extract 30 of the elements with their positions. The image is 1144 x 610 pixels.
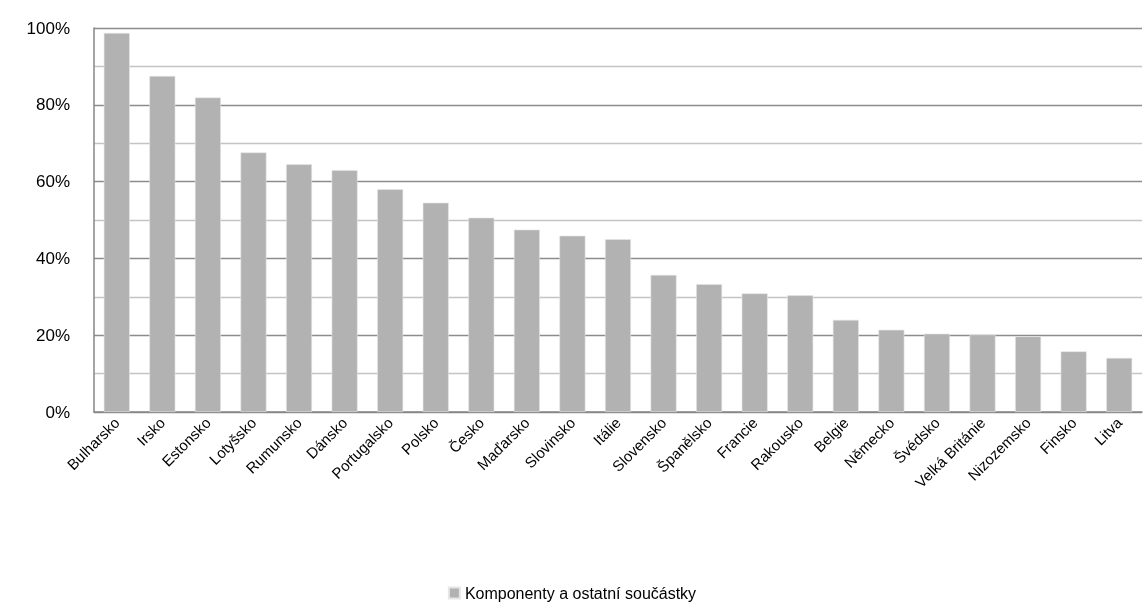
- bar: [741, 293, 768, 412]
- bar: [832, 319, 859, 412]
- bar: [149, 76, 176, 412]
- bar: [923, 333, 950, 412]
- bar: [286, 164, 313, 412]
- bar: [422, 202, 449, 412]
- y-tick-label: 80%: [35, 95, 70, 115]
- bar: [696, 284, 723, 412]
- bar: [969, 334, 996, 412]
- legend-label: Komponenty a ostatní součástky: [464, 584, 697, 602]
- y-tick-label: 0%: [45, 402, 70, 422]
- bar: [468, 217, 495, 412]
- bar: [103, 32, 130, 412]
- y-tick-label: 100%: [26, 18, 70, 38]
- bar: [878, 329, 905, 412]
- bar: [240, 152, 267, 412]
- bar: [513, 229, 540, 412]
- bar: [559, 235, 586, 412]
- bar: [787, 295, 814, 412]
- bar: [1015, 336, 1042, 412]
- bar: [331, 170, 358, 412]
- y-tick-label: 40%: [35, 248, 70, 268]
- bar: [605, 239, 631, 412]
- y-tick-label: 20%: [35, 325, 70, 345]
- bar: [650, 274, 677, 412]
- y-tick-label: 60%: [35, 172, 70, 192]
- bar: [377, 189, 404, 412]
- bar: [1106, 357, 1133, 412]
- bar: [194, 97, 221, 412]
- bar: [1060, 351, 1087, 412]
